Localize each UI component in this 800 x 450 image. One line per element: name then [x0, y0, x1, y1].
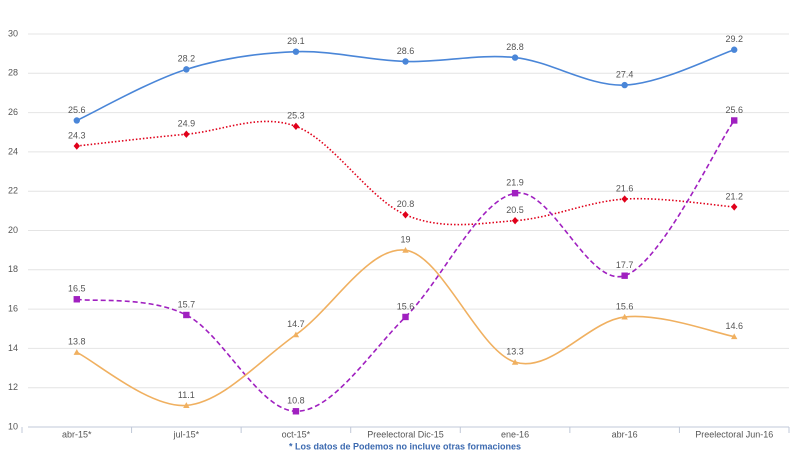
- data-label: 20.8: [397, 199, 415, 209]
- data-label: 14.7: [287, 319, 305, 329]
- marker: [402, 246, 409, 253]
- data-label: 25.3: [287, 111, 305, 121]
- marker: [183, 402, 190, 408]
- y-tick-label: 24: [8, 146, 18, 156]
- x-tick-label: Preelectoral Jun-16: [695, 429, 773, 439]
- data-label: 15.7: [178, 299, 196, 309]
- data-label: 16.5: [68, 284, 86, 294]
- marker: [73, 349, 80, 355]
- y-tick-label: 10: [8, 421, 18, 431]
- series-line: [76, 249, 735, 407]
- marker: [731, 117, 738, 124]
- marker: [183, 66, 190, 73]
- data-label: 11.1: [178, 390, 195, 400]
- data-label: 29.2: [725, 34, 743, 44]
- marker: [183, 130, 190, 138]
- y-tick-label: 18: [8, 264, 18, 274]
- data-label: 17.7: [616, 260, 634, 270]
- y-tick-label: 12: [8, 382, 18, 392]
- marker: [292, 122, 300, 131]
- marker: [183, 311, 190, 319]
- marker: [511, 189, 519, 197]
- marker: [292, 331, 300, 338]
- x-tick-label: oct-15*: [282, 429, 311, 439]
- marker: [511, 358, 519, 365]
- marker: [73, 142, 80, 150]
- marker: [731, 333, 738, 340]
- marker: [621, 313, 628, 320]
- series-line: [76, 119, 735, 413]
- data-label: 28.2: [178, 54, 196, 64]
- data-label: 21.2: [725, 191, 743, 201]
- data-label: 25.6: [725, 105, 743, 115]
- y-tick-label: 30: [8, 28, 18, 38]
- marker: [402, 58, 409, 65]
- marker: [73, 296, 80, 303]
- marker: [621, 81, 628, 89]
- footnote: * Los datos de Podemos no incluye otras …: [289, 441, 521, 450]
- data-label: 21.9: [506, 178, 524, 188]
- data-label: 19: [400, 235, 410, 245]
- data-label: 29.1: [287, 36, 305, 46]
- x-tick-label: abr-16: [612, 429, 638, 439]
- data-label: 27.4: [616, 69, 634, 79]
- x-tick-label: jul-15*: [173, 429, 200, 439]
- marker: [292, 408, 300, 415]
- data-label: 15.6: [616, 301, 634, 311]
- y-tick-label: 14: [8, 343, 18, 353]
- marker: [731, 46, 738, 53]
- data-label: 20.5: [506, 205, 524, 215]
- y-tick-label: 28: [8, 68, 18, 78]
- marker: [621, 272, 628, 279]
- y-tick-label: 16: [8, 303, 18, 313]
- x-tick-label: Preelectoral Dic-15: [367, 429, 444, 439]
- x-tick-label: abr-15*: [62, 429, 92, 439]
- marker: [731, 203, 738, 211]
- marker: [73, 117, 80, 124]
- data-label: 13.8: [68, 337, 86, 347]
- data-label: 24.3: [68, 130, 86, 140]
- data-label: 15.6: [397, 301, 415, 311]
- marker: [402, 313, 409, 321]
- data-label: 21.6: [616, 183, 634, 193]
- data-label: 24.9: [178, 119, 196, 129]
- data-label: 28.6: [397, 46, 415, 56]
- y-tick-label: 22: [8, 186, 18, 196]
- marker: [511, 54, 519, 61]
- x-tick-label: ene-16: [501, 429, 529, 439]
- marker: [292, 48, 300, 55]
- marker: [621, 195, 628, 203]
- data-label: 25.6: [68, 105, 86, 115]
- marker: [402, 211, 409, 219]
- data-label: 28.8: [506, 42, 524, 52]
- data-label: 10.8: [287, 396, 305, 406]
- data-label: 14.6: [725, 321, 743, 331]
- y-tick-label: 26: [8, 107, 18, 117]
- marker: [511, 216, 519, 225]
- data-label: 13.3: [506, 347, 524, 357]
- y-tick-label: 20: [8, 225, 18, 235]
